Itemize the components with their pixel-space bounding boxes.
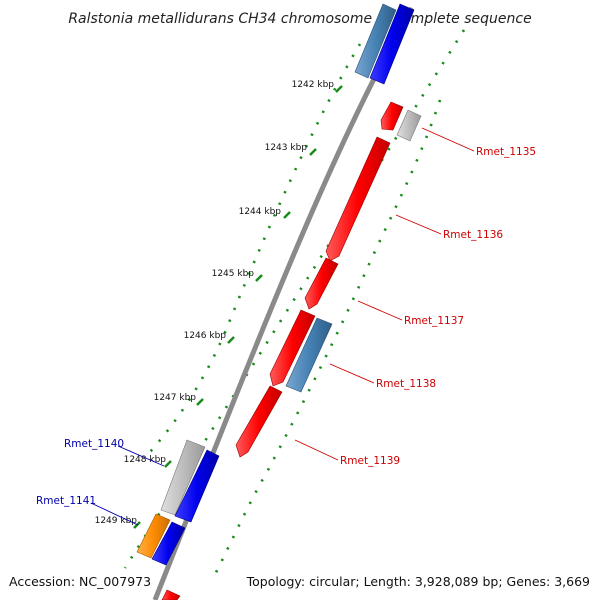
tick-mark — [283, 211, 291, 219]
tick-label: 1246 kbp — [184, 331, 227, 341]
gene-label-rmet-1137[interactable]: Rmet_1137 — [404, 315, 464, 327]
tick-mark — [196, 398, 204, 406]
gene-label-rmet-1141[interactable]: Rmet_1141 — [36, 495, 96, 507]
tick-label: 1245 kbp — [212, 269, 255, 279]
leader-line — [117, 445, 165, 467]
gene-arrow-steelblue-top — [354, 3, 397, 79]
gene-arrow-blue-top — [369, 3, 415, 85]
inner-tick-ring-right — [210, 99, 442, 581]
gene-label-rmet-1139[interactable]: Rmet_1139 — [340, 455, 400, 467]
gene-labels-right: Rmet_1135 Rmet_1136 Rmet_1137 Rmet_1138 … — [294, 127, 536, 467]
gene-arrow-rmet-1137 — [304, 257, 339, 310]
tick-mark — [309, 148, 317, 156]
gene-arrow-rmet-1139 — [235, 385, 283, 458]
map-title: Ralstonia metallidurans CH34 chromosome … — [68, 11, 531, 27]
gene-arrow-rmet-1138 — [285, 317, 333, 393]
tick-label: 1242 kbp — [292, 80, 335, 90]
outer-tick-ring — [123, 29, 466, 569]
gene-arrow-rmet-1136 — [325, 136, 391, 262]
tick-label: 1248 kbp — [124, 455, 167, 465]
tick-mark — [227, 336, 235, 344]
gene-arrow-rmet-1140 — [160, 439, 206, 516]
accession-text: Accession: NC_007973 — [9, 574, 151, 589]
gene-label-rmet-1135[interactable]: Rmet_1135 — [476, 146, 536, 158]
tick-label: 1247 kbp — [154, 393, 197, 403]
leader-line — [395, 214, 442, 235]
gene-arrow-rmet-1135 — [396, 109, 422, 142]
gene-arrow-rmet-1141 — [136, 513, 171, 559]
gene-labels-left: Rmet_1140 Rmet_1141 — [36, 438, 165, 526]
gene-arrow-bottom-red — [161, 589, 181, 600]
topology-text: Topology: circular; Length: 3,928,089 bp… — [246, 574, 590, 589]
leader-line — [357, 300, 403, 321]
gene-label-rmet-1140[interactable]: Rmet_1140 — [64, 438, 124, 450]
tick-label: 1249 kbp — [95, 516, 138, 526]
leader-line — [421, 127, 475, 152]
tick-mark — [164, 460, 172, 468]
gene-arrow-blue-left-lower — [151, 521, 186, 566]
gene-label-rmet-1138[interactable]: Rmet_1138 — [376, 378, 436, 390]
gene-arrow-small-red — [380, 101, 404, 131]
tick-label: 1243 kbp — [265, 143, 308, 153]
leader-line — [90, 502, 139, 526]
tick-mark — [255, 274, 263, 282]
gene-label-rmet-1136[interactable]: Rmet_1136 — [443, 229, 503, 241]
leader-line — [294, 439, 339, 461]
gene-arrow-rmet-1139a — [269, 309, 316, 387]
gene-arrow-blue-left — [174, 449, 220, 523]
kbp-ticks: 1242 kbp 1243 kbp 1244 kbp 1245 kbp 1246… — [95, 80, 343, 529]
tick-label: 1244 kbp — [239, 207, 282, 217]
leader-line — [329, 363, 375, 384]
tick-mark — [335, 85, 343, 93]
